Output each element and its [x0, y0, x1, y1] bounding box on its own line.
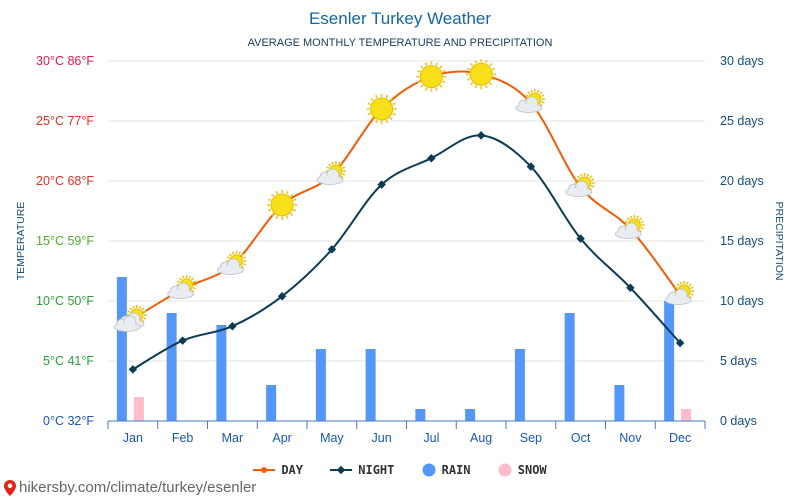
x-tick-label: Jan: [123, 431, 143, 445]
rain-bar[interactable]: [664, 301, 675, 421]
axis-layer: 0°C 32°F 0 days 5°C 41°F 5 days 10°C 50°F 10 …: [36, 54, 764, 445]
left-tick-label: 30°C 86°F: [36, 54, 94, 68]
right-tick-label: 15 days: [720, 234, 764, 248]
legend-night[interactable]: NIGHT: [330, 463, 394, 477]
chart-title: Esenler Turkey Weather: [309, 9, 491, 28]
partly-cloudy-icon: [515, 89, 545, 113]
rain-bar[interactable]: [465, 409, 476, 421]
x-tick-label: Mar: [222, 431, 244, 445]
sun-icon: [466, 59, 497, 90]
map-pin-icon: [4, 479, 16, 496]
x-tick-label: Oct: [571, 431, 591, 445]
night-point[interactable]: [626, 283, 635, 293]
snow-bar[interactable]: [681, 409, 692, 421]
night-point[interactable]: [228, 321, 237, 331]
legend-rain-label: RAIN: [441, 462, 471, 477]
x-tick-label: Feb: [172, 431, 194, 445]
night-point[interactable]: [377, 180, 386, 189]
legend-snow-label: SNOW: [517, 462, 547, 477]
x-tick-label: Apr: [272, 431, 291, 445]
rain-bar[interactable]: [564, 313, 575, 421]
x-tick-label: Jun: [372, 431, 392, 445]
legend-snow[interactable]: SNOW: [498, 463, 547, 477]
partly-cloudy-icon: [614, 215, 645, 239]
x-tick-label: May: [320, 431, 344, 445]
right-axis-title: PRECIPITATION: [773, 202, 785, 281]
legend: DAY NIGHT RAIN SNOW: [0, 462, 800, 477]
right-tick-label: 10 days: [720, 294, 764, 308]
x-tick-label: Dec: [669, 431, 691, 445]
partly-cloudy-icon: [565, 173, 595, 197]
night-point[interactable]: [178, 336, 187, 345]
rain-bar[interactable]: [614, 385, 625, 421]
footer-link[interactable]: hikersby.com/climate/turkey/esenler: [19, 479, 257, 496]
night-point[interactable]: [277, 291, 287, 301]
night-point[interactable]: [675, 338, 685, 348]
legend-rain-swatch: [422, 463, 436, 476]
right-tick-label: 5 days: [720, 354, 757, 368]
left-tick-label: 10°C 50°F: [36, 294, 94, 308]
x-tick-label: Nov: [619, 431, 642, 445]
legend-snow-swatch: [498, 463, 512, 476]
sun-icon: [416, 61, 447, 92]
lines-layer: [128, 70, 685, 374]
legend-day-label: DAY: [281, 462, 304, 477]
right-tick-label: 20 days: [720, 174, 764, 188]
rain-bar[interactable]: [365, 349, 376, 421]
left-tick-label: 0°C 32°F: [43, 414, 94, 428]
rain-bar[interactable]: [166, 313, 177, 421]
partly-cloudy-icon: [316, 161, 346, 185]
legend-rain[interactable]: RAIN: [422, 463, 471, 477]
day-line: [132, 70, 681, 320]
icons-layer: [113, 59, 695, 332]
right-tick-label: 0 days: [720, 414, 757, 428]
chart-subtitle: AVERAGE MONTHLY TEMPERATURE AND PRECIPIT…: [248, 37, 553, 49]
footer: hikersby.com/climate/turkey/esenler: [4, 479, 256, 496]
left-tick-label: 20°C 68°F: [36, 174, 94, 188]
rain-bar[interactable]: [415, 409, 426, 421]
night-line: [132, 134, 681, 371]
legend-day-swatch: [253, 466, 276, 473]
rain-bar[interactable]: [116, 277, 127, 421]
x-tick-label: Sep: [520, 431, 542, 445]
sun-icon: [366, 94, 397, 124]
rain-bar[interactable]: [216, 325, 227, 421]
legend-day[interactable]: DAY: [253, 463, 303, 477]
right-tick-label: 30 days: [720, 54, 764, 68]
bars-layer: [116, 277, 692, 421]
left-tick-label: 25°C 77°F: [36, 114, 94, 128]
right-tick-label: 25 days: [720, 114, 764, 128]
x-tick-label: Aug: [470, 431, 492, 445]
night-point[interactable]: [327, 245, 337, 254]
partly-cloudy-icon: [167, 275, 197, 299]
partly-cloudy-icon: [664, 281, 695, 305]
night-point[interactable]: [476, 131, 486, 140]
left-tick-label: 5°C 41°F: [43, 354, 94, 368]
snow-bar[interactable]: [133, 397, 144, 421]
night-point[interactable]: [427, 153, 436, 163]
rain-bar[interactable]: [315, 349, 326, 421]
night-point[interactable]: [128, 365, 138, 374]
legend-night-swatch: [330, 465, 353, 474]
grid-layer: [108, 60, 705, 362]
x-tick-label: Jul: [423, 431, 439, 445]
left-tick-label: 15°C 59°F: [36, 234, 94, 248]
partly-cloudy-icon: [113, 305, 147, 332]
left-axis-title: TEMPERATURE: [15, 202, 27, 281]
rain-bar[interactable]: [514, 349, 525, 421]
sun-icon: [267, 190, 298, 220]
legend-night-label: NIGHT: [358, 462, 395, 477]
partly-cloudy-icon: [216, 251, 247, 275]
rain-bar[interactable]: [266, 385, 277, 421]
